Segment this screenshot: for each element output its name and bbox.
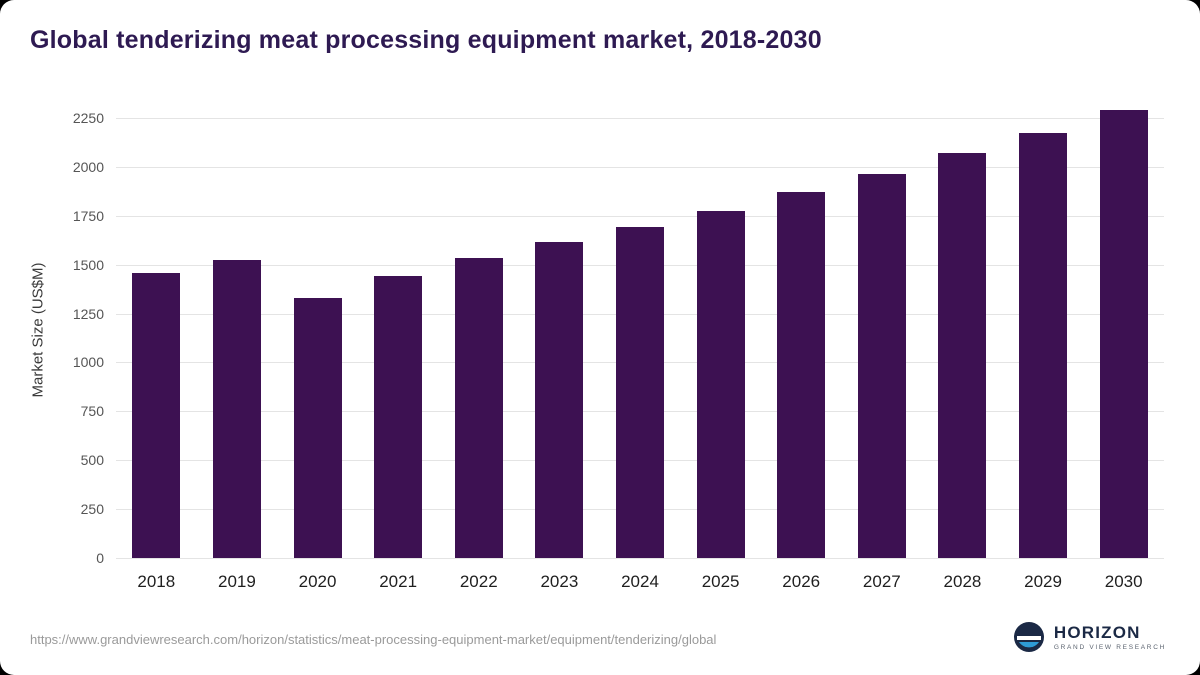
x-tick-label: 2029	[1024, 572, 1062, 591]
y-tick-label: 750	[80, 403, 104, 420]
source-url: https://www.grandviewresearch.com/horizo…	[30, 632, 717, 647]
plot-area: 0 250 500 750 1000 1250 1500 1750 2000 2250 2018 20…	[73, 110, 1164, 591]
gridline	[116, 166, 1164, 168]
x-tick-label: 2018	[137, 572, 176, 591]
x-tick-label: 2024	[621, 572, 659, 591]
x-tick-label: 2028	[943, 572, 982, 591]
logo-text: HORIZON GRAND VIEW RESEARCH	[1054, 624, 1166, 651]
bar-2023	[535, 242, 584, 558]
x-tick-label: 2026	[782, 572, 821, 591]
brand-logo: HORIZON GRAND VIEW RESEARCH	[1013, 621, 1166, 653]
logo-title: HORIZON	[1053, 622, 1141, 642]
y-tick-label: 500	[80, 452, 104, 469]
bar-2021	[374, 276, 423, 558]
x-tick-label: 2021	[379, 572, 418, 591]
gridline	[116, 558, 1164, 559]
x-tick-label: 2025	[701, 572, 740, 591]
gridline	[116, 215, 1164, 217]
x-tick-label: 2019	[218, 572, 256, 591]
y-tick-label: 1000	[72, 354, 104, 371]
bar-2027	[857, 173, 906, 558]
chart-title: Global tenderizing meat processing equip…	[30, 26, 822, 54]
y-tick-label: 250	[80, 501, 104, 518]
y-tick-label: 2250	[72, 110, 104, 126]
y-tick-label: 1500	[72, 256, 104, 273]
x-tick-label: 2027	[862, 572, 901, 591]
x-tick-label: 2022	[459, 572, 498, 591]
bar-2026	[777, 192, 826, 558]
bar-2019	[212, 259, 261, 558]
bar-2028	[938, 153, 987, 558]
y-axis-label: Market Size (US$M)	[29, 262, 47, 398]
bar-2024	[616, 226, 664, 558]
logo-subtitle: GRAND VIEW RESEARCH	[1053, 643, 1166, 651]
y-tick-label: 1750	[72, 207, 104, 224]
x-tick-label: 2023	[540, 572, 579, 591]
x-tick-label: 2030	[1104, 572, 1143, 591]
x-tick-label: 2020	[298, 572, 337, 591]
bar-2030	[1099, 110, 1148, 558]
bar-2022	[454, 257, 503, 558]
gridline	[116, 118, 1164, 119]
y-tick-label: 1250	[72, 305, 104, 322]
horizon-logo-icon	[1013, 622, 1044, 652]
bar-2029	[1019, 132, 1068, 558]
bar-2020	[293, 297, 342, 558]
y-tick-label: 2000	[72, 158, 104, 175]
y-tick-label: 0	[96, 550, 104, 566]
bar-2018	[132, 272, 181, 558]
bar-2025	[696, 210, 745, 558]
